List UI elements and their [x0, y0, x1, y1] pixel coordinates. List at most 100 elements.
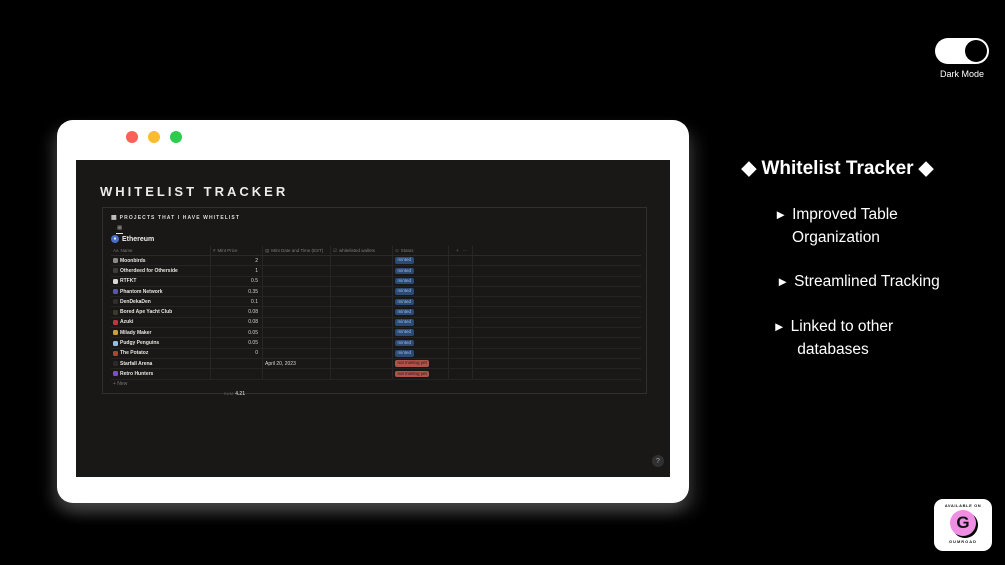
column-label: Mint Date and Time (EST) [271, 248, 324, 253]
table-row[interactable]: Retro Hunters not minting yet [111, 369, 641, 380]
status-badge[interactable]: minted [395, 339, 414, 347]
status-badge[interactable]: minted [395, 288, 414, 295]
row-filler [473, 277, 641, 286]
column-header-whitelisted-wallets[interactable]: ☑ whitelisted wallets [331, 246, 393, 255]
mint-price-cell: 2 [211, 256, 263, 266]
project-name: Bored Ape Yacht Club [120, 309, 173, 316]
status-cell: minted [393, 317, 449, 328]
name-cell: Starfall Arena [111, 358, 211, 369]
table-row[interactable]: Pudgy Penguins 0.05 minted [111, 338, 641, 349]
toggle-knob[interactable] [965, 40, 987, 62]
close-button[interactable] [126, 131, 138, 143]
sum-label: SUM [223, 391, 234, 396]
table-row[interactable]: DenDekaDen 0.1 minted [111, 297, 641, 308]
sum-row[interactable]: SUM 4.21 [211, 389, 263, 399]
mint-price: 0.05 [248, 340, 258, 347]
add-column-button[interactable]: + [455, 248, 459, 253]
table-row[interactable]: Azuki 0.08 minted [111, 317, 641, 329]
status-badge[interactable]: minted [395, 267, 414, 275]
row-actions [449, 286, 473, 297]
bullet-arrow-icon: ► [772, 319, 786, 334]
browser-window: WHITELIST TRACKER ▦ PROJECTS THAT I HAVE… [57, 120, 689, 503]
project-name: Otherdeed for Otherside [120, 267, 178, 274]
name-cell: Retro Hunters [111, 369, 211, 379]
feature-bullet: ► Improved Table Organization [752, 203, 920, 250]
table-row[interactable]: The Potatoz 0 minted [111, 348, 641, 359]
table-header-row: Aa Name # Mint Price ▤ Mint Date and Tim… [111, 246, 641, 256]
wallets-cell [331, 369, 393, 379]
status-badge[interactable]: minted [395, 329, 414, 336]
row-actions [449, 276, 473, 286]
table-row[interactable]: Phantom Network 0.35 minted [111, 286, 641, 298]
status-cell: minted [393, 348, 449, 358]
wallets-cell [331, 276, 393, 286]
mint-date: April 20, 2023 [265, 360, 296, 367]
maximize-button[interactable] [170, 131, 182, 143]
table-row[interactable]: Bored Ape Yacht Club 0.08 minted [111, 307, 641, 318]
status-cell: minted [393, 276, 449, 286]
mint-price: 0.08 [248, 319, 258, 326]
column-header-status[interactable]: ⊙ Status [393, 246, 449, 255]
table-row[interactable]: Moonbirds 2 minted [111, 256, 641, 267]
page-title: WHITELIST TRACKER [100, 184, 289, 199]
row-filler [473, 349, 641, 358]
column-header-mint-date[interactable]: ▤ Mint Date and Time (EST) [263, 246, 331, 255]
table-row[interactable]: Starfall Arena April 20, 2023 not mintin… [111, 358, 641, 370]
more-options-button[interactable]: ⋯ [462, 247, 468, 253]
database-title-row[interactable]: ▦ PROJECTS THAT I HAVE WHITELIST [111, 214, 240, 222]
row-actions [449, 317, 473, 328]
mint-price-cell: 0.08 [211, 307, 263, 317]
table-row[interactable]: Milady Maker 0.05 minted [111, 328, 641, 339]
table-view-tab[interactable]: ▦ [116, 225, 124, 234]
project-name: Pudgy Penguins [120, 340, 160, 347]
wallets-cell [331, 266, 393, 276]
mint-price-cell: 0.1 [211, 297, 263, 307]
mint-price-cell [211, 358, 263, 369]
bullet-text: Linked to other databases [790, 318, 894, 359]
status-badge[interactable]: minted [395, 257, 414, 264]
gumroad-label: GUMROAD [948, 539, 978, 544]
table-row[interactable]: Otherdeed for Otherside 1 minted [111, 266, 641, 277]
row-actions [449, 358, 473, 369]
number-property-icon: # [213, 248, 216, 253]
name-cell: Otherdeed for Otherside [111, 266, 211, 276]
row-filler [473, 359, 641, 368]
wallets-cell [331, 348, 393, 358]
group-label: Ethereum [122, 235, 155, 243]
mint-date-cell [263, 256, 331, 266]
mint-date-cell [263, 286, 331, 297]
column-label: Status [400, 248, 414, 253]
name-cell: RTFKT [111, 276, 211, 286]
status-badge[interactable]: minted [395, 319, 414, 326]
help-button[interactable]: ? [652, 455, 664, 467]
status-badge[interactable]: minted [395, 308, 414, 316]
row-filler [473, 256, 641, 265]
status-cell: minted [393, 297, 449, 307]
mint-price-cell: 0.05 [211, 328, 263, 338]
feature-bullet: ► Linked to other databases [752, 315, 914, 362]
phantom-icon [113, 289, 118, 295]
gumroad-badge[interactable]: AVAILABLE ON G GUMROAD [934, 499, 992, 551]
wallets-cell [331, 328, 393, 338]
mint-price-cell: 0.35 [211, 286, 263, 297]
new-row-button[interactable]: + New [113, 381, 128, 388]
status-badge[interactable]: minted [395, 298, 414, 306]
project-name: Azuki [120, 319, 134, 326]
status-badge[interactable]: minted [395, 350, 414, 357]
minimize-button[interactable] [148, 131, 160, 143]
wallets-cell [331, 256, 393, 266]
wallets-cell [331, 358, 393, 369]
status-badge[interactable]: minted [395, 277, 414, 285]
column-header-name[interactable]: Aa Name [111, 246, 211, 255]
table-row[interactable]: RTFKT 0.5 minted [111, 276, 641, 287]
column-header-mint-price[interactable]: # Mint Price [211, 246, 263, 255]
calendar-icon: ▤ [265, 247, 270, 253]
group-header-ethereum[interactable]: ♦ Ethereum [111, 235, 154, 243]
gumroad-available-on: AVAILABLE ON [944, 503, 982, 508]
dark-mode-toggle[interactable] [935, 38, 989, 64]
starfall-icon [113, 361, 118, 367]
mint-price: 0.08 [248, 309, 258, 316]
status-badge[interactable]: not minting yet [395, 370, 430, 378]
status-cell: minted [393, 328, 449, 338]
status-badge[interactable]: not minting yet [395, 360, 430, 367]
